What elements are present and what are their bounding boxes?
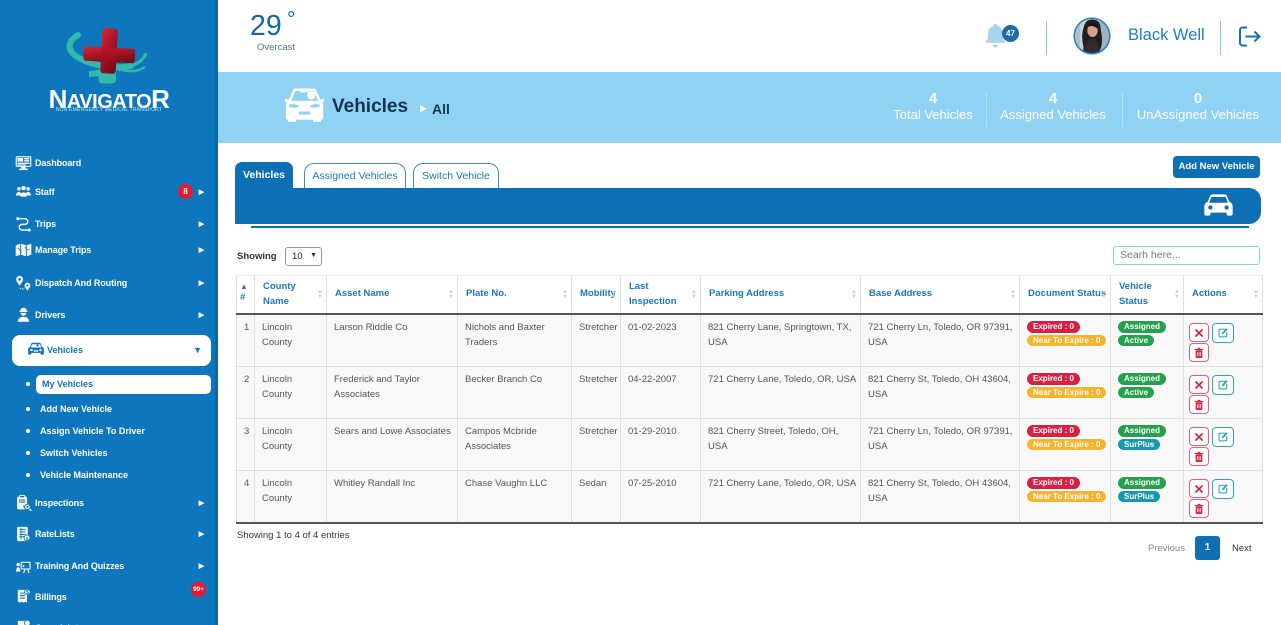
svg-text:$: $ — [26, 590, 29, 596]
svg-text:$: $ — [26, 536, 29, 542]
